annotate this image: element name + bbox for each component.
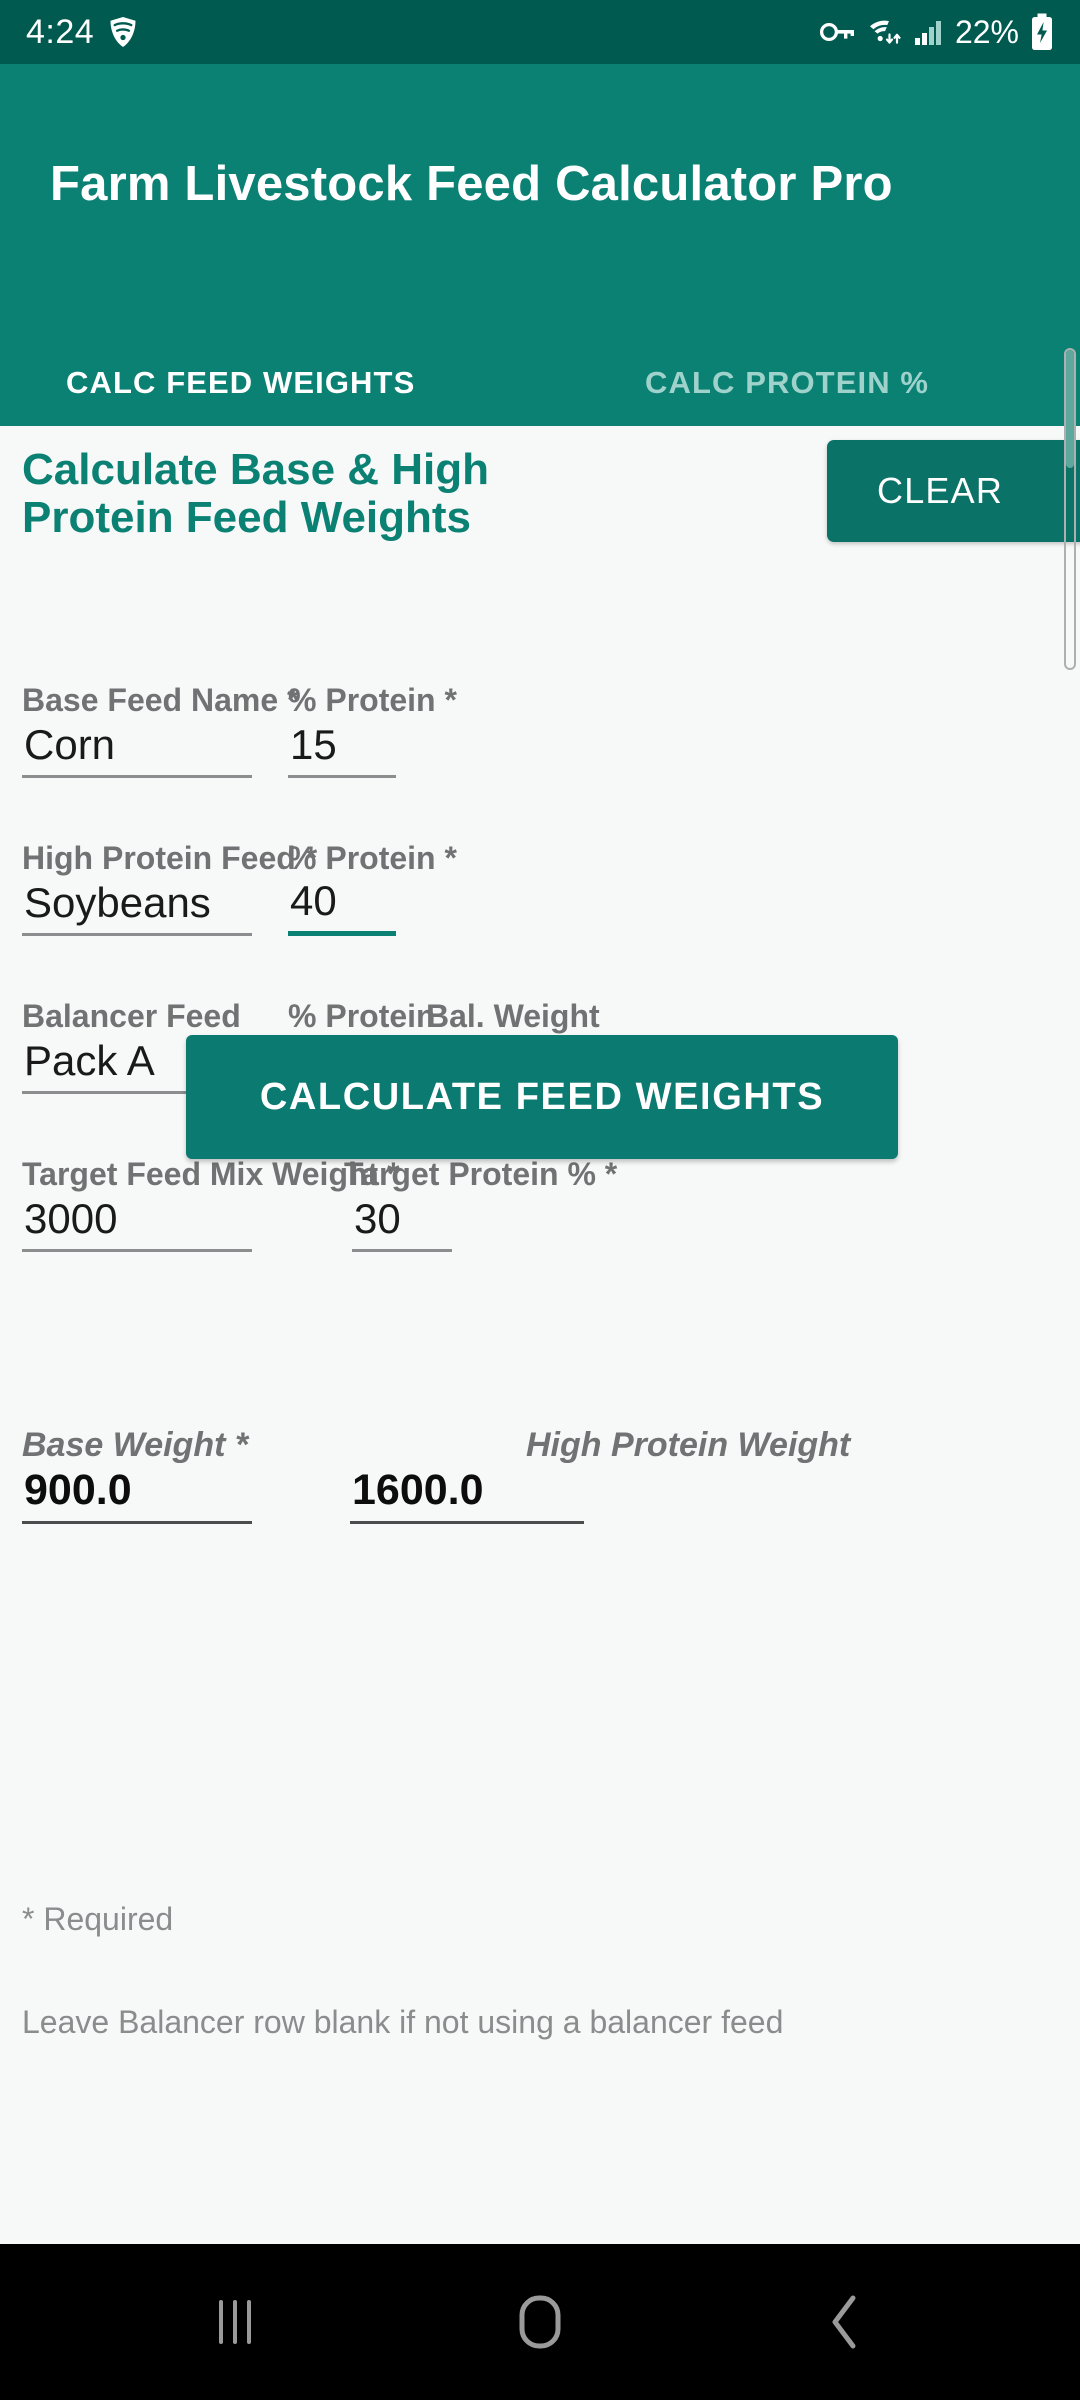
status-bar-right: 22% xyxy=(819,13,1054,51)
input-balancer-feed-value: Pack A xyxy=(24,1037,155,1084)
label-base-feed-name: Base Feed Name * xyxy=(22,682,300,718)
label-high-protein-feed: High Protein Feed * xyxy=(22,840,318,876)
input-base-protein-value: 15 xyxy=(290,721,337,768)
tab-bar: CALC FEED WEIGHTS CALC PROTEIN % xyxy=(0,340,1080,426)
status-bar: 4:24 xyxy=(0,0,1080,64)
input-target-protein-value: 30 xyxy=(354,1195,401,1242)
vertical-scrollbar-track[interactable] xyxy=(1064,348,1076,670)
android-navigation-bar xyxy=(0,2244,1080,2400)
input-base-protein[interactable]: 15 xyxy=(288,708,396,778)
app-bar: Farm Livestock Feed Calculator Pro CALC … xyxy=(0,64,1080,426)
clear-button[interactable]: CLEAR xyxy=(827,440,1080,542)
input-target-mix-weight[interactable]: 3000 xyxy=(22,1182,252,1252)
output-base-weight[interactable]: 900.0 xyxy=(22,1452,252,1524)
recent-apps-icon[interactable] xyxy=(105,2244,365,2400)
label-base-weight: Base Weight * xyxy=(22,1426,249,1464)
note-required: * Required xyxy=(22,1901,174,1937)
input-high-protein-pct-value: 40 xyxy=(290,877,337,924)
home-icon[interactable] xyxy=(410,2244,670,2400)
tab-calc-feed-weights[interactable]: CALC FEED WEIGHTS xyxy=(66,365,416,400)
input-high-protein-pct[interactable]: 40 xyxy=(288,866,396,936)
status-clock: 4:24 xyxy=(26,12,95,51)
status-bar-left: 4:24 xyxy=(26,13,138,52)
label-base-protein: % Protein * xyxy=(288,682,457,718)
output-high-protein-weight[interactable]: 1600.0 xyxy=(350,1452,584,1524)
note-balancer: Leave Balancer row blank if not using a … xyxy=(22,2004,784,2040)
back-icon[interactable] xyxy=(715,2244,975,2400)
vertical-scrollbar-thumb[interactable] xyxy=(1066,350,1074,468)
input-base-feed-name-value: Corn xyxy=(24,721,116,768)
app-title: Farm Livestock Feed Calculator Pro xyxy=(50,157,893,211)
label-balancer-feed: Balancer Feed xyxy=(22,998,241,1034)
tab-calc-protein-pct[interactable]: CALC PROTEIN % xyxy=(645,365,930,400)
input-high-protein-feed-value: Soybeans xyxy=(24,879,211,926)
calculate-feed-weights-button[interactable]: CALCULATE FEED WEIGHTS xyxy=(186,1035,898,1159)
wifi-icon xyxy=(867,17,903,47)
label-balancer-protein: % Protein xyxy=(288,998,436,1034)
label-high-protein-weight: High Protein Weight xyxy=(526,1426,851,1464)
label-balancer-weight: Bal. Weight xyxy=(426,998,600,1034)
input-base-feed-name[interactable]: Corn xyxy=(22,708,252,778)
vpn-key-icon xyxy=(819,21,856,43)
input-high-protein-feed[interactable]: Soybeans xyxy=(22,866,252,936)
output-high-protein-weight-value: 1600.0 xyxy=(352,1466,484,1514)
output-base-weight-value: 900.0 xyxy=(24,1466,132,1514)
battery-charging-icon xyxy=(1030,13,1054,51)
label-high-protein-pct: % Protein * xyxy=(288,840,457,876)
input-target-protein[interactable]: 30 xyxy=(352,1182,452,1252)
label-target-protein: Target Protein % * xyxy=(344,1156,618,1192)
battery-percent-label: 22% xyxy=(954,13,1019,50)
wifi-calling-shield-icon xyxy=(108,15,138,49)
page-title: Calculate Base & High Protein Feed Weigh… xyxy=(22,445,490,542)
main-content: Calculate Base & High Protein Feed Weigh… xyxy=(0,426,1080,2244)
label-target-mix-weight: Target Feed Mix Weight * xyxy=(22,1156,400,1192)
input-target-mix-weight-value: 3000 xyxy=(24,1195,118,1242)
input-balancer-feed[interactable]: Pack A xyxy=(22,1024,252,1094)
cellular-signal-icon xyxy=(914,18,944,46)
